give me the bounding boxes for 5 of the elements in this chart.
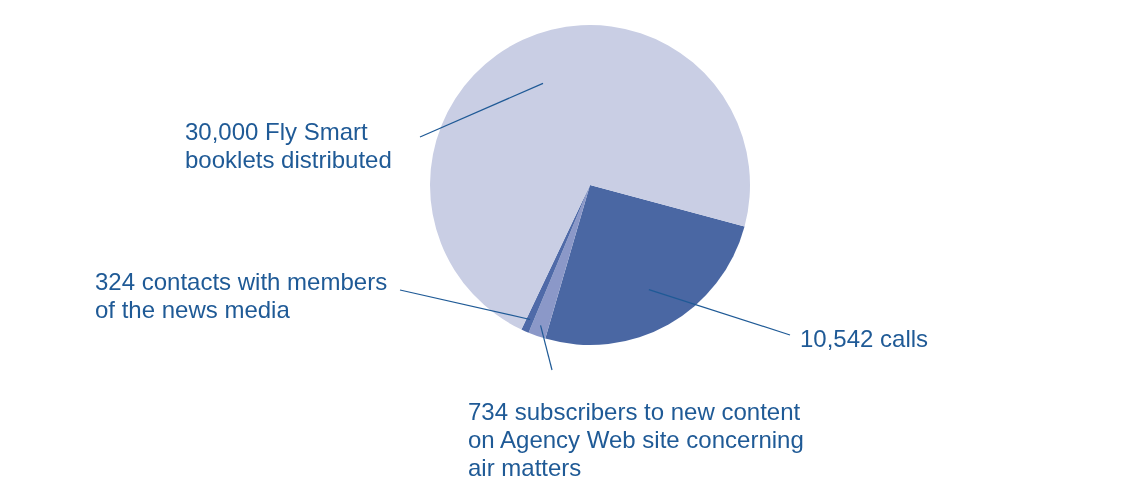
slice-label: 30,000 Fly Smart booklets distributed [185, 118, 392, 173]
pie-slice [430, 25, 750, 330]
slice-label: 324 contacts with members of the news media [95, 268, 388, 323]
slice-label: 734 subscribers to new content on Agency Web site concerning air matters [468, 398, 804, 481]
slice-label: 10,542 calls [800, 325, 929, 352]
